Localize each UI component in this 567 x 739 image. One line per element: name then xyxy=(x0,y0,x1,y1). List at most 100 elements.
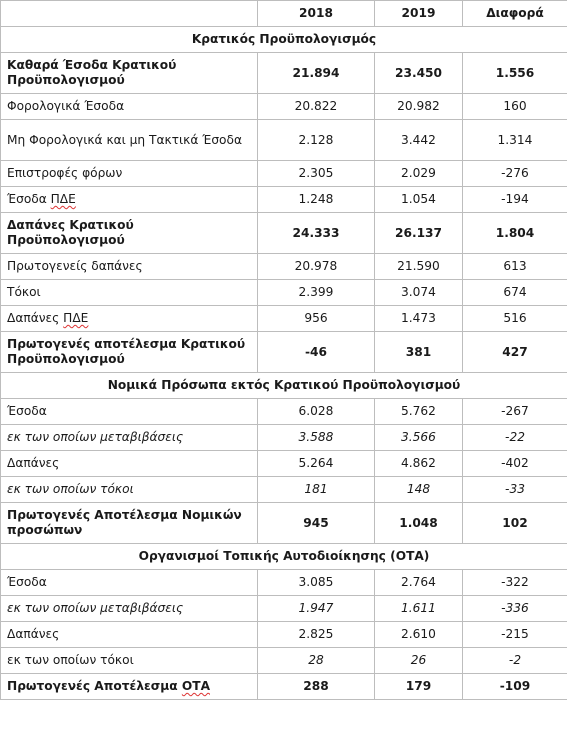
value-2019: 1.048 xyxy=(374,502,463,544)
value-2018: 21.894 xyxy=(257,52,375,94)
value-2019: 2.764 xyxy=(374,569,463,596)
row-label: Έσοδα ΠΔΕ xyxy=(0,186,258,213)
row-label: Πρωτογενείς δαπάνες xyxy=(0,253,258,280)
value-diff: -402 xyxy=(462,450,567,477)
table-row: Πρωτογενές Αποτέλεσμα ΟΤΑ 288 179 -109 xyxy=(0,673,567,700)
value-diff: 160 xyxy=(462,93,567,120)
value-2018: 2.825 xyxy=(257,621,375,648)
row-label: εκ των οποίων τόκοι xyxy=(0,647,258,674)
row-label: εκ των οποίων μεταβιβάσεις xyxy=(0,595,258,622)
value-2018: 3.085 xyxy=(257,569,375,596)
table-row: Πρωτογενείς δαπάνες 20.978 21.590 613 xyxy=(0,253,567,280)
value-2018: 1.947 xyxy=(257,595,375,622)
header-2018: 2018 xyxy=(257,0,375,27)
value-2019: 381 xyxy=(374,331,463,373)
value-diff: 1.314 xyxy=(462,119,567,161)
value-2018: 945 xyxy=(257,502,375,544)
section-title: Οργανισμοί Τοπικής Αυτοδιοίκησης (ΟΤΑ) xyxy=(0,543,567,570)
value-diff: 1.556 xyxy=(462,52,567,94)
header-2019: 2019 xyxy=(374,0,463,27)
table-row: Πρωτογενές Αποτέλεσμα Νομικών προσώπων 94… xyxy=(0,502,567,544)
row-label: Δαπάνες xyxy=(0,621,258,648)
value-2018: 1.248 xyxy=(257,186,375,213)
row-label: εκ των οποίων τόκοι xyxy=(0,476,258,503)
value-2019: 1.054 xyxy=(374,186,463,213)
section-title: Κρατικός Προϋπολογισμός xyxy=(0,26,567,53)
value-2019: 23.450 xyxy=(374,52,463,94)
section-title: Νομικά Πρόσωπα εκτός Κρατικού Προϋπολογι… xyxy=(0,372,567,399)
table-row: εκ των οποίων μεταβιβάσεις 3.588 3.566 -22 xyxy=(0,424,567,451)
value-2019: 21.590 xyxy=(374,253,463,280)
value-diff: 613 xyxy=(462,253,567,280)
value-diff: -33 xyxy=(462,476,567,503)
value-2018: 5.264 xyxy=(257,450,375,477)
value-2018: 2.305 xyxy=(257,160,375,187)
value-2019: 4.862 xyxy=(374,450,463,477)
value-2019: 5.762 xyxy=(374,398,463,425)
value-2019: 2.610 xyxy=(374,621,463,648)
value-diff: 1.804 xyxy=(462,212,567,254)
value-2018: 181 xyxy=(257,476,375,503)
table-row: Φορολογικά Έσοδα 20.822 20.982 160 xyxy=(0,93,567,120)
value-2019: 26.137 xyxy=(374,212,463,254)
section-header-row: Νομικά Πρόσωπα εκτός Κρατικού Προϋπολογι… xyxy=(0,372,567,399)
row-label: Δαπάνες Κρατικού Προϋπολογισμού xyxy=(0,212,258,254)
value-2019: 1.611 xyxy=(374,595,463,622)
value-2018: 3.588 xyxy=(257,424,375,451)
value-diff: -215 xyxy=(462,621,567,648)
value-2018: 20.822 xyxy=(257,93,375,120)
value-2018: 6.028 xyxy=(257,398,375,425)
table-row: Δαπάνες ΠΔΕ 956 1.473 516 xyxy=(0,305,567,332)
table-row: Δαπάνες 2.825 2.610 -215 xyxy=(0,621,567,648)
table-row: εκ των οποίων τόκοι 181 148 -33 xyxy=(0,476,567,503)
value-diff: 516 xyxy=(462,305,567,332)
table-row: εκ των οποίων μεταβιβάσεις 1.947 1.611 -336 xyxy=(0,595,567,622)
table-row: Επιστροφές φόρων 2.305 2.029 -276 xyxy=(0,160,567,187)
value-2018: 288 xyxy=(257,673,375,700)
value-2019: 1.473 xyxy=(374,305,463,332)
value-diff: 102 xyxy=(462,502,567,544)
table-row: εκ των οποίων τόκοι 28 26 -2 xyxy=(0,647,567,674)
table-row: Έσοδα ΠΔΕ 1.248 1.054 -194 xyxy=(0,186,567,213)
row-label: Δαπάνες ΠΔΕ xyxy=(0,305,258,332)
value-2019: 3.566 xyxy=(374,424,463,451)
value-2019: 20.982 xyxy=(374,93,463,120)
value-diff: -267 xyxy=(462,398,567,425)
row-label: Φορολογικά Έσοδα xyxy=(0,93,258,120)
value-diff: -194 xyxy=(462,186,567,213)
value-2019: 2.029 xyxy=(374,160,463,187)
row-label: Πρωτογενές αποτέλεσμα Κρατικού Προϋπολογ… xyxy=(0,331,258,373)
value-diff: -109 xyxy=(462,673,567,700)
value-diff: -22 xyxy=(462,424,567,451)
row-label: Έσοδα xyxy=(0,569,258,596)
section-header-row: Οργανισμοί Τοπικής Αυτοδιοίκησης (ΟΤΑ) xyxy=(0,543,567,570)
value-2019: 26 xyxy=(374,647,463,674)
value-2018: 956 xyxy=(257,305,375,332)
value-2019: 3.074 xyxy=(374,279,463,306)
row-label: Καθαρά Έσοδα Κρατικού Προϋπολογισμού xyxy=(0,52,258,94)
value-2018: 20.978 xyxy=(257,253,375,280)
table-row: Πρωτογενές αποτέλεσμα Κρατικού Προϋπολογ… xyxy=(0,331,567,373)
value-2018: 24.333 xyxy=(257,212,375,254)
table-row: Τόκοι 2.399 3.074 674 xyxy=(0,279,567,306)
value-diff: 674 xyxy=(462,279,567,306)
row-label: Μη Φορολογικά και μη Τακτικά Έσοδα xyxy=(0,119,258,161)
value-2018: 28 xyxy=(257,647,375,674)
row-label: Πρωτογενές Αποτέλεσμα ΟΤΑ xyxy=(0,673,258,700)
table-row: Δαπάνες Κρατικού Προϋπολογισμού 24.333 26.… xyxy=(0,212,567,254)
value-diff: 427 xyxy=(462,331,567,373)
row-label: εκ των οποίων μεταβιβάσεις xyxy=(0,424,258,451)
value-diff: -336 xyxy=(462,595,567,622)
value-2018: 2.399 xyxy=(257,279,375,306)
table-row: Δαπάνες 5.264 4.862 -402 xyxy=(0,450,567,477)
value-2018: -46 xyxy=(257,331,375,373)
table-body: Κρατικός Προϋπολογισμός Καθαρά Έσοδα Κρατ… xyxy=(0,26,567,700)
header-diff: Διαφορά xyxy=(462,0,567,27)
value-diff: -2 xyxy=(462,647,567,674)
value-diff: -276 xyxy=(462,160,567,187)
table-row: Έσοδα 3.085 2.764 -322 xyxy=(0,569,567,596)
section-header-row: Κρατικός Προϋπολογισμός xyxy=(0,26,567,53)
budget-table: 2018 2019 Διαφορά Κρατικός Προϋπολογισμό… xyxy=(0,0,567,700)
value-diff: -322 xyxy=(462,569,567,596)
table-row: Καθαρά Έσοδα Κρατικού Προϋπολογισμού 21.8… xyxy=(0,52,567,94)
